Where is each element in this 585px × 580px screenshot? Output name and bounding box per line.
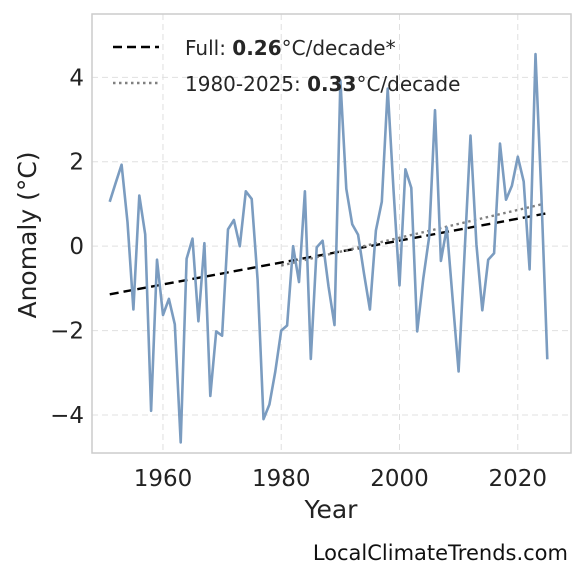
legend-full-prefix: Full:	[185, 36, 232, 60]
x-tick-label: 1960	[134, 466, 193, 492]
y-tick-label: −4	[50, 403, 84, 429]
legend: Full: 0.26°C/decade* 1980-2025: 0.33°C/d…	[113, 36, 460, 96]
legend-recent-prefix: 1980-2025:	[185, 72, 307, 96]
y-tick-label: 0	[69, 234, 84, 260]
legend-full-suffix: °C/decade*	[282, 36, 396, 60]
legend-label-recent: 1980-2025: 0.33°C/decade	[185, 72, 460, 96]
y-tick-label: 2	[69, 150, 84, 176]
legend-label-full: Full: 0.26°C/decade*	[185, 36, 396, 60]
legend-recent-value: 0.33	[307, 72, 356, 96]
plot-frame	[91, 13, 572, 454]
x-tick-label: 2020	[489, 466, 548, 492]
anomaly-series-line	[108, 52, 549, 444]
grid	[92, 14, 571, 453]
tick-labels: 1960 1980 2000 2020 −4 −2 0 2 4	[50, 65, 547, 492]
y-tick-label: −2	[50, 319, 84, 345]
watermark-text: LocalClimateTrends.com	[313, 541, 568, 565]
x-axis-title: Year	[304, 495, 359, 524]
x-tick-label: 2000	[370, 466, 429, 492]
recent-trend-line	[280, 203, 542, 267]
y-axis-title: Anomaly (°C)	[13, 151, 42, 318]
y-tick-label: 4	[69, 65, 84, 91]
legend-recent-suffix: °C/decade	[356, 72, 460, 96]
legend-full-value: 0.26	[232, 36, 281, 60]
x-tick-label: 1980	[252, 466, 311, 492]
